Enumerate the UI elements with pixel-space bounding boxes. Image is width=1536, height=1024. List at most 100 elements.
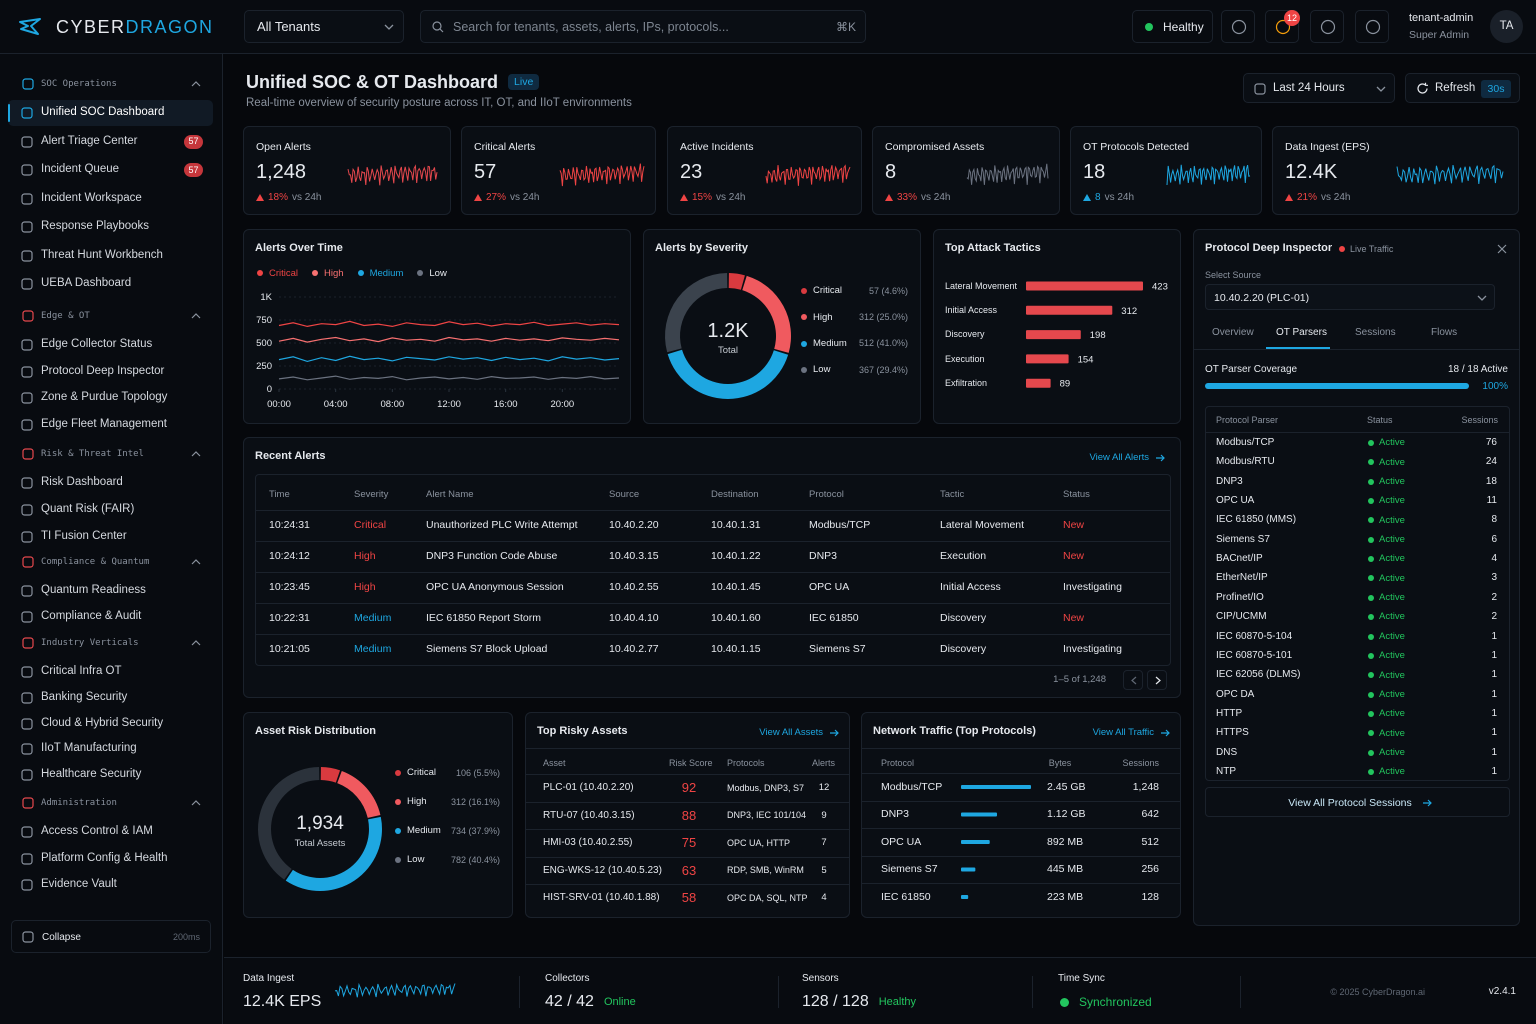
- nav-item[interactable]: Alert Triage Center 57: [8, 129, 213, 155]
- collapse-button[interactable]: Collapse 200ms: [11, 920, 211, 953]
- risk-score: 63: [681, 862, 697, 878]
- row-divider: [256, 571, 1170, 573]
- nav-item[interactable]: Evidence Vault: [8, 872, 213, 898]
- nav-item[interactable]: TI Fusion Center: [8, 524, 213, 550]
- alert-row[interactable]: 10:21:05 Medium Siemens S7 Block Upload 10.…: [256, 635, 1170, 665]
- search-box[interactable]: Search for tenants, assets, alerts, IPs,…: [420, 10, 866, 43]
- page-button[interactable]: [1147, 670, 1167, 690]
- icon-button[interactable]: [1221, 10, 1255, 43]
- nav-item[interactable]: Compliance & Audit: [8, 604, 213, 630]
- badge-count: 57: [188, 164, 199, 175]
- view-sessions-button[interactable]: View All Protocol Sessions: [1205, 787, 1510, 817]
- nav-item[interactable]: Protocol Deep Inspector: [8, 359, 213, 385]
- icon-shape: [21, 419, 33, 431]
- time-range-select[interactable]: Last 24 Hours: [1243, 73, 1395, 103]
- collapse-chevron: [191, 451, 201, 457]
- donut-segment: [337, 770, 381, 818]
- donut-center-value: 1.2K: [707, 320, 749, 342]
- tab[interactable]: Flows: [1431, 327, 1458, 338]
- nav-item[interactable]: Zone & Purdue Topology: [8, 385, 213, 411]
- alert-row[interactable]: 10:22:31 Medium IEC 61850 Report Storm 10.4…: [256, 604, 1170, 634]
- parser-sessions: 1: [1491, 746, 1497, 758]
- source-select[interactable]: 10.40.2.20 (PLC-01): [1205, 284, 1495, 310]
- table-cell: 10.40.2.20: [609, 518, 659, 531]
- tab[interactable]: Sessions: [1355, 327, 1396, 338]
- copyright: © 2025 CyberDragon.ai: [1330, 986, 1425, 997]
- parser-status: Active: [1379, 437, 1405, 449]
- nav-item[interactable]: Banking Security: [8, 685, 213, 711]
- nav-item[interactable]: Platform Config & Health: [8, 846, 213, 872]
- arrow-icon: [1423, 799, 1432, 807]
- nav-item[interactable]: Response Playbooks: [8, 214, 213, 240]
- parser-status: Active: [1379, 669, 1405, 681]
- nav-item[interactable]: UEBA Dashboard: [8, 271, 213, 297]
- table-cell: Lateral Movement: [940, 518, 1025, 531]
- icon-shape: [22, 448, 34, 460]
- time-range-label: Last 24 Hours: [1273, 82, 1345, 95]
- footer-divider: [1240, 976, 1241, 1008]
- legend-label: Critical: [407, 767, 437, 779]
- page-button[interactable]: [1123, 670, 1143, 690]
- nav-item[interactable]: Quantum Readiness: [8, 578, 213, 604]
- line-chart: 0 250 500 750 1K 00:00 04:00 08:00 12:00 16:00 20:…: [256, 292, 620, 410]
- nav-item[interactable]: Healthcare Security: [8, 762, 213, 788]
- tenant-select[interactable]: All Tenants: [244, 10, 404, 43]
- nav-label: Incident Queue: [41, 163, 120, 176]
- nav-item[interactable]: Cloud & Hybrid Security: [8, 711, 213, 737]
- health-status[interactable]: Healthy: [1132, 10, 1213, 43]
- nav-item[interactable]: Incident Queue 57: [8, 157, 213, 183]
- asset-name: HIST-SRV-01 (10.40.1.88): [543, 892, 660, 903]
- risk-score: 58: [681, 890, 697, 906]
- donut-segment: [285, 816, 382, 891]
- kpi-change-value: 21%: [1297, 191, 1318, 203]
- nav-item[interactable]: Access Control & IAM: [8, 819, 213, 845]
- parser-status: Active: [1379, 534, 1405, 546]
- header-divider: [1206, 432, 1509, 433]
- x-tick-label: 00:00: [267, 399, 291, 410]
- nav-item[interactable]: Incident Workspace: [8, 186, 213, 212]
- nav-item[interactable]: Edge Collector Status: [8, 332, 213, 358]
- view-all-link[interactable]: View All Assets: [759, 727, 823, 739]
- user-role: Super Admin: [1409, 28, 1470, 41]
- active-indicator: [8, 104, 10, 122]
- user-name: tenant-admin: [1409, 12, 1474, 25]
- alert-row[interactable]: 10:23:45 High OPC UA Anonymous Session 10.4…: [256, 572, 1170, 602]
- parser-sessions: 2: [1491, 611, 1497, 623]
- refresh-button[interactable]: Refresh 30s: [1405, 73, 1520, 103]
- icon: [21, 221, 33, 233]
- icon-button[interactable]: [1310, 10, 1344, 43]
- parser-status: Active: [1379, 553, 1405, 565]
- icon-button[interactable]: [1265, 10, 1299, 43]
- nav-item[interactable]: Risk Dashboard: [8, 470, 213, 496]
- sparkline-line: [765, 164, 851, 186]
- nav-item[interactable]: IIoT Manufacturing: [8, 736, 213, 762]
- column-header: Alert Name: [426, 489, 474, 501]
- alert-row[interactable]: 10:24:12 High DNP3 Function Code Abuse 10.4…: [256, 541, 1170, 571]
- icon-button[interactable]: [1355, 10, 1389, 43]
- kpi-value: 57: [474, 161, 497, 183]
- bar-label: Execution: [945, 353, 985, 364]
- view-all-link[interactable]: View All Alerts: [1089, 452, 1150, 464]
- tab[interactable]: OT Parsers: [1276, 327, 1327, 338]
- legend-value: 367 (29.4%): [858, 364, 908, 375]
- live-dot: [1339, 246, 1345, 252]
- alert-row[interactable]: 10:24:31 Critical Unauthorized PLC Write A…: [256, 510, 1170, 540]
- brand-part: CYBER: [56, 16, 126, 37]
- nav-item[interactable]: Threat Hunt Workbench: [8, 243, 213, 269]
- arrow-icon: [830, 729, 839, 737]
- nav-item[interactable]: Critical Infra OT: [8, 659, 213, 685]
- nav-item[interactable]: Edge Fleet Management: [8, 412, 213, 438]
- nav-label: Quantum Readiness: [41, 584, 146, 597]
- parser-sessions: 4: [1491, 553, 1497, 565]
- icon-shape: [22, 637, 34, 649]
- nav-item[interactable]: Unified SOC Dashboard: [8, 100, 213, 126]
- table-cell: 10.40.1.60: [711, 612, 761, 625]
- nav-item[interactable]: Quant Risk (FAIR): [8, 497, 213, 523]
- legend-dot: [395, 828, 401, 834]
- chevron-shape: [191, 451, 201, 457]
- tab[interactable]: Overview: [1212, 327, 1254, 338]
- view-all-link[interactable]: View All Traffic: [1092, 727, 1154, 739]
- parser-status: Active: [1379, 727, 1405, 739]
- avatar[interactable]: TA: [1490, 10, 1523, 43]
- nav-label: Healthcare Security: [41, 768, 142, 781]
